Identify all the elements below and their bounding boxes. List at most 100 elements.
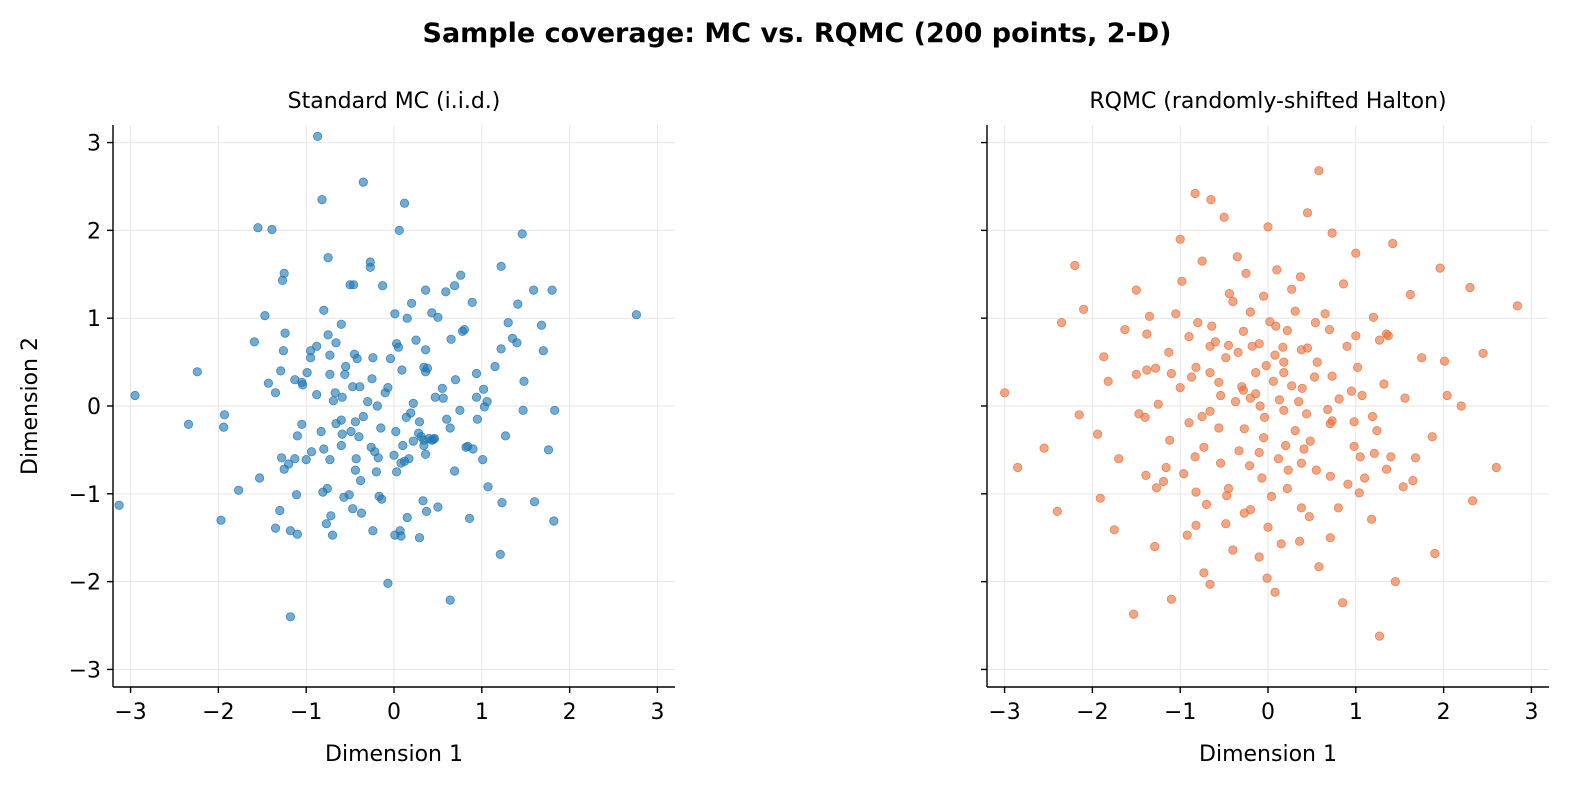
scatter-point — [316, 426, 326, 437]
scatter-point — [1013, 462, 1023, 473]
scatter-point — [1109, 525, 1119, 535]
scatter-point — [406, 298, 417, 308]
scatter-point — [1199, 568, 1209, 578]
scatter-point — [1354, 488, 1364, 498]
scatter-point — [1398, 482, 1408, 492]
scatter-point — [1351, 248, 1361, 258]
scatter-point — [337, 392, 347, 402]
panel0-title: Standard MC (i.i.d.) — [288, 89, 501, 114]
scatter-point — [325, 350, 335, 360]
scatter-point — [1093, 429, 1103, 439]
scatter-point — [1131, 369, 1141, 379]
scatter-point — [1120, 324, 1130, 335]
scatter-point — [547, 285, 557, 295]
scatter-point — [1296, 458, 1307, 468]
scatter-point — [1261, 360, 1271, 371]
scatter-point — [519, 376, 529, 386]
scatter-point — [472, 414, 482, 424]
scatter-point — [1197, 411, 1207, 422]
scatter-point — [1164, 347, 1174, 357]
panel0-x-axis-label: Dimension 1 — [325, 742, 463, 767]
scatter-point — [365, 262, 375, 272]
scatter-point — [1400, 393, 1410, 403]
scatter-point — [1205, 341, 1215, 351]
scatter-point — [441, 287, 451, 297]
scatter-point — [408, 398, 418, 408]
scatter-point — [1273, 454, 1284, 464]
scatter-point — [433, 502, 443, 512]
scatter-point — [323, 253, 333, 263]
scatter-point — [351, 454, 361, 464]
panel-mc: −3 −2 −1 0 1 2 3 −3 −2 −1 0 1 2 3 Standard MC (i.i.d.)… — [18, 89, 675, 767]
scatter-point — [1175, 234, 1185, 244]
scatter-point — [1314, 562, 1324, 572]
y-tick-label: 3 — [87, 132, 101, 157]
scatter-point — [337, 429, 347, 439]
scatter-point — [1304, 511, 1314, 522]
scatter-point — [1427, 432, 1437, 442]
scatter-point — [1381, 464, 1392, 474]
scatter-point — [270, 523, 281, 533]
scatter-point — [1410, 453, 1421, 463]
scatter-point — [1302, 208, 1313, 218]
scatter-point — [1372, 425, 1382, 436]
scatter-point — [1247, 341, 1257, 351]
scatter-point — [1287, 284, 1297, 294]
scatter-point — [371, 467, 381, 477]
scatter-point — [279, 464, 289, 474]
scatter-point — [1294, 396, 1304, 407]
scatter-point — [346, 426, 356, 437]
y-tick-label: 0 — [87, 395, 101, 420]
scatter-point — [270, 388, 281, 398]
scatter-point — [1265, 317, 1275, 327]
scatter-point — [528, 285, 539, 295]
scatter-point — [518, 405, 528, 415]
scatter-point — [1263, 222, 1273, 232]
scatter-point — [1320, 309, 1330, 319]
scatter-point — [285, 612, 295, 622]
scatter-point — [1171, 309, 1181, 319]
scatter-point — [1216, 458, 1226, 468]
scatter-point — [292, 529, 302, 539]
scatter-point — [446, 334, 456, 344]
scatter-point — [1039, 443, 1049, 453]
scatter-point — [1201, 499, 1212, 509]
x-tick-label: −3 — [988, 700, 1020, 725]
panel0-y-axis-label: Dimension 2 — [18, 337, 43, 475]
scatter-point — [1351, 331, 1361, 341]
scatter-point — [1219, 212, 1229, 222]
scatter-point — [390, 309, 400, 319]
scatter-point — [1095, 493, 1105, 503]
scatter-point — [445, 423, 455, 433]
scatter-point — [377, 494, 387, 504]
scatter-point — [260, 310, 270, 321]
scatter-point — [517, 229, 527, 239]
scatter-point — [1456, 401, 1466, 411]
scatter-point — [1214, 377, 1224, 387]
scatter-point — [1323, 404, 1333, 415]
scatter-point — [1182, 530, 1192, 540]
scatter-point — [1302, 343, 1313, 353]
scatter-point — [401, 412, 411, 422]
scatter-point — [437, 383, 447, 393]
scatter-point — [1278, 342, 1288, 352]
scatter-point — [350, 465, 360, 475]
scatter-point — [356, 508, 367, 518]
scatter-point — [1353, 362, 1363, 372]
scatter-point — [385, 353, 396, 364]
scatter-point — [358, 177, 368, 187]
panel-rqmc: −3 −2 −1 0 1 2 3 RQMC (randomly-shifted Halton)… — [981, 89, 1549, 767]
scatter-point — [354, 432, 364, 442]
scatter-point — [449, 281, 460, 291]
scatter-point — [1405, 289, 1415, 300]
x-tick-label: 3 — [1524, 700, 1538, 725]
scatter-point — [1311, 465, 1321, 475]
scatter-point — [456, 270, 466, 280]
scatter-point — [1287, 381, 1297, 391]
scatter-point — [1439, 356, 1450, 366]
scatter-point — [1074, 410, 1084, 420]
scatter-point — [1282, 483, 1292, 494]
x-tick-label: 3 — [650, 700, 664, 725]
scatter-point — [631, 310, 642, 320]
scatter-point — [263, 378, 273, 388]
